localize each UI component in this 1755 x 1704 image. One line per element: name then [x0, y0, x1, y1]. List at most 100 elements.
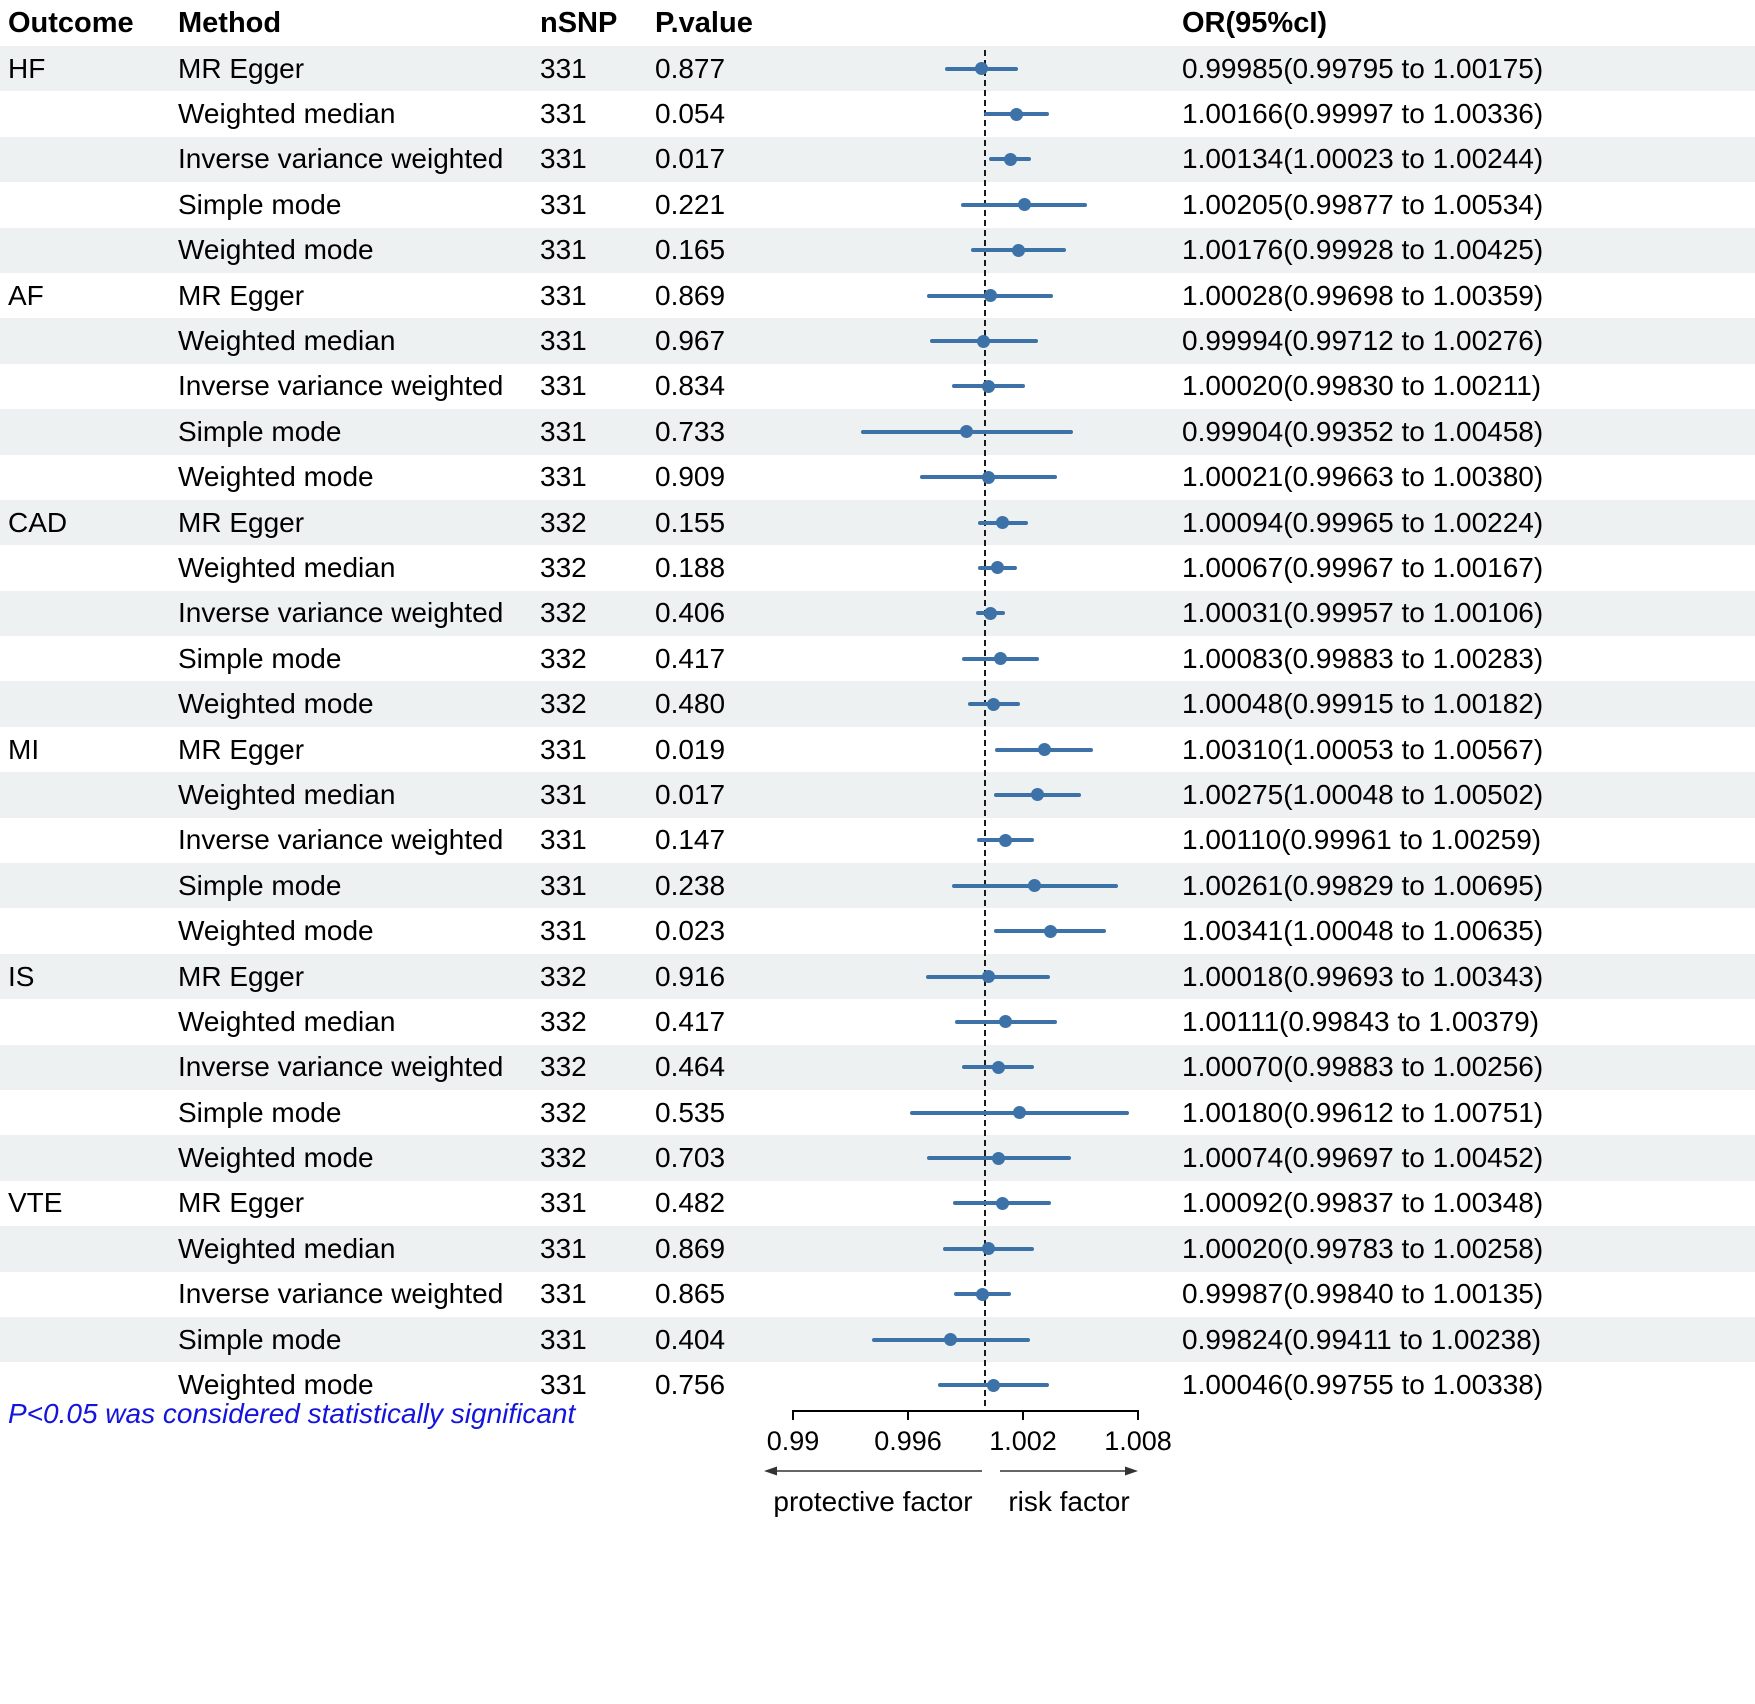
method-label: Inverse variance weighted: [178, 824, 504, 856]
method-label: Weighted median: [178, 551, 396, 583]
header-or-ci: OR(95%cI): [1182, 6, 1328, 39]
header-plot-spacer: [760, 0, 1170, 46]
nsnp-value: 332: [540, 551, 587, 583]
nsnp-value: 331: [540, 325, 587, 357]
ci-plot-cell: [760, 954, 1170, 999]
nsnp-value: 331: [540, 869, 587, 901]
nsnp-value: 332: [540, 688, 587, 720]
nsnp-value: 331: [540, 52, 587, 84]
nsnp-value: 331: [540, 1369, 587, 1401]
ci-plot-cell: [760, 46, 1170, 91]
nsnp-value: 332: [540, 506, 587, 538]
ci-plot-cell: [760, 999, 1170, 1044]
or-point: [1003, 152, 1017, 166]
or-ci-text: 1.00070(0.99883 to 1.00256): [1182, 1051, 1544, 1083]
or-point: [995, 1196, 1009, 1210]
forest-row: Inverse variance weighted 331 0.017 1.00134…: [0, 136, 1755, 183]
or-ci-text: 1.00048(0.99915 to 1.00182): [1182, 688, 1544, 720]
or-point: [1010, 107, 1023, 121]
header-outcome: Outcome: [8, 6, 134, 39]
or-point: [981, 970, 995, 983]
axis-tick-label: 1.008: [1104, 1426, 1172, 1456]
nsnp-value: 332: [540, 642, 587, 674]
ci-plot-cell: [760, 1045, 1170, 1090]
method-label: Simple mode: [178, 188, 342, 220]
or-ci-text: 1.00020(0.99830 to 1.00211): [1182, 370, 1542, 402]
forest-row: Weighted median 332 0.417 1.00111(0.99843 t…: [0, 999, 1755, 1044]
ci-plot-cell: [760, 1226, 1170, 1271]
forest-row: Simple mode 331 0.733 0.99904(0.99352 to 1.…: [0, 409, 1755, 455]
ci-plot-cell: [760, 636, 1170, 681]
method-label: Weighted median: [178, 98, 396, 130]
pvalue-value: 0.535: [655, 1096, 726, 1128]
ci-plot-cell: [760, 908, 1170, 953]
ci-plot-cell: [760, 409, 1170, 454]
outcome-label: MI: [8, 733, 40, 765]
or-point: [991, 1060, 1005, 1074]
header-nsnp: nSNP: [540, 6, 618, 39]
or-ci-text: 1.00205(0.99877 to 1.00534): [1182, 188, 1544, 220]
or-ci-text: 0.99994(0.99712 to 1.00276): [1182, 325, 1544, 357]
forest-row: Weighted mode 332 0.480 1.00048(0.99915 to …: [0, 681, 1755, 727]
pvalue-value: 0.417: [655, 642, 726, 674]
forest-row: Simple mode 332 0.535 1.00180(0.99612 to 1.…: [0, 1090, 1755, 1135]
pvalue-value: 0.054: [655, 98, 726, 130]
ci-plot-cell: [760, 500, 1170, 545]
method-label: Simple mode: [178, 869, 342, 901]
forest-row: IS MR Egger 332 0.916 1.00018(0.99693 to 1.0…: [0, 953, 1755, 1000]
pvalue-value: 0.019: [655, 733, 726, 765]
or-point: [1017, 198, 1031, 212]
forest-row: Simple mode 331 0.221 1.00205(0.99877 to 1.…: [0, 182, 1755, 227]
nsnp-value: 332: [540, 1096, 587, 1128]
axis-line: [793, 1410, 1138, 1412]
or-point: [1028, 879, 1042, 893]
or-point: [999, 833, 1013, 847]
nsnp-value: 331: [540, 733, 587, 765]
method-label: Weighted mode: [178, 461, 374, 493]
ci-plot-cell: [760, 681, 1170, 726]
nsnp-value: 332: [540, 960, 587, 992]
ci-plot-cell: [760, 1135, 1170, 1180]
forest-row: Weighted median 331 0.054 1.00166(0.99997 t…: [0, 91, 1755, 136]
forest-row: Weighted mode 331 0.756 1.00046(0.99755 to …: [0, 1362, 1755, 1407]
forest-row: MI MR Egger 331 0.019 1.00310(1.00053 to 1.0…: [0, 727, 1755, 772]
or-point: [1043, 924, 1057, 938]
outcome-label: AF: [8, 279, 44, 311]
method-label: Inverse variance weighted: [178, 143, 504, 175]
ci-plot-cell: [760, 455, 1170, 500]
or-ci-text: 1.00021(0.99663 to 1.00380): [1182, 461, 1544, 493]
nsnp-value: 331: [540, 778, 587, 810]
nsnp-value: 331: [540, 461, 587, 493]
axis-tick: [1022, 1410, 1024, 1420]
x-axis: 0.99 0.996 1.002 1.008: [760, 1410, 1172, 1470]
method-label: Inverse variance weighted: [178, 1051, 504, 1083]
or-point: [982, 1242, 995, 1256]
forest-row: Weighted mode 331 0.023 1.00341(1.00048 to …: [0, 908, 1755, 953]
method-label: Simple mode: [178, 1096, 342, 1128]
or-ci-text: 1.00046(0.99755 to 1.00338): [1182, 1369, 1544, 1401]
pvalue-value: 0.221: [655, 188, 726, 220]
forest-row: Inverse variance weighted 331 0.147 1.00110…: [0, 818, 1755, 863]
axis-tick: [792, 1410, 794, 1420]
or-point: [982, 470, 996, 484]
pvalue-value: 0.877: [655, 52, 726, 84]
or-ci-text: 1.00111(0.99843 to 1.00379): [1182, 1005, 1540, 1037]
forest-row: Weighted median 332 0.188 1.00067(0.99967 t…: [0, 545, 1755, 590]
or-ci-text: 1.00341(1.00048 to 1.00635): [1182, 915, 1544, 947]
or-ci-text: 0.99985(0.99795 to 1.00175): [1182, 52, 1544, 84]
method-label: Weighted median: [178, 325, 396, 357]
ci-plot-cell: [760, 318, 1170, 363]
method-label: Inverse variance weighted: [178, 597, 504, 629]
header-method: Method: [178, 6, 282, 39]
forest-row: Inverse variance weighted 332 0.406 1.00031…: [0, 590, 1755, 637]
or-point: [1012, 1106, 1026, 1120]
or-ci-text: 1.00074(0.99697 to 1.00452): [1182, 1142, 1544, 1174]
ci-plot-cell: [760, 818, 1170, 863]
method-label: MR Egger: [178, 733, 305, 765]
method-label: Weighted median: [178, 778, 396, 810]
or-point: [994, 652, 1008, 666]
ci-plot-cell: [760, 91, 1170, 136]
or-ci-text: 1.00020(0.99783 to 1.00258): [1182, 1232, 1544, 1264]
method-label: MR Egger: [178, 960, 305, 992]
or-ci-text: 1.00067(0.99967 to 1.00167): [1182, 551, 1544, 583]
